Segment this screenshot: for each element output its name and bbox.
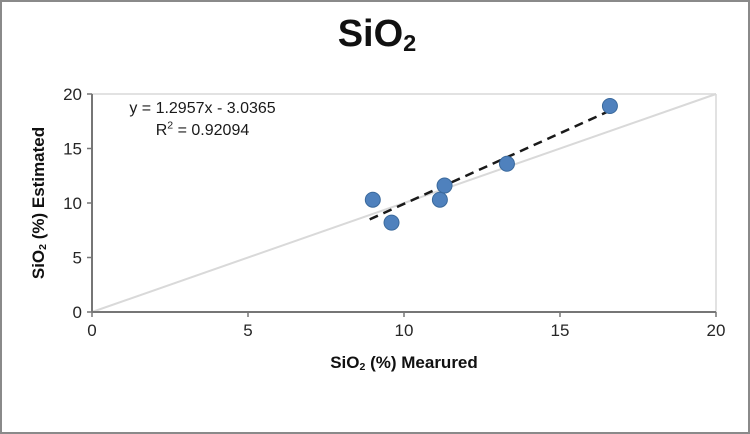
r-squared-line: R2 = 0.92094 xyxy=(155,119,250,139)
y-tick-label: 5 xyxy=(73,249,82,268)
data-point xyxy=(431,191,448,208)
y-axis-title: SiO2 (%) Estimated xyxy=(29,126,50,280)
x-tick-label: 5 xyxy=(243,321,252,340)
x-axis-title: SiO2 (%) Mearured xyxy=(330,353,478,374)
data-point xyxy=(364,191,381,208)
x-tick-label: 15 xyxy=(551,321,570,340)
data-point xyxy=(383,214,400,231)
y-tick-label: 20 xyxy=(63,85,82,104)
chart-title-text: SiO xyxy=(337,13,404,55)
y-tick-label: 10 xyxy=(63,194,82,213)
x-tick-label: 20 xyxy=(707,321,726,340)
chart-title-subscript: 2 xyxy=(403,30,417,57)
data-point xyxy=(436,177,453,194)
y-tick-label: 15 xyxy=(63,140,82,159)
y-tick-label: 0 xyxy=(73,303,82,322)
trendline-equation-annotation: y = 1.2957x - 3.0365 R2 = 0.92094 xyxy=(110,98,295,142)
data-point xyxy=(498,155,515,172)
equation-line: y = 1.2957x - 3.0365 xyxy=(129,100,276,117)
x-tick-label: 10 xyxy=(395,321,414,340)
data-point xyxy=(601,97,618,114)
chart-title: SiO2 xyxy=(2,13,748,57)
x-tick-label: 0 xyxy=(87,321,96,340)
trendline xyxy=(369,106,617,221)
